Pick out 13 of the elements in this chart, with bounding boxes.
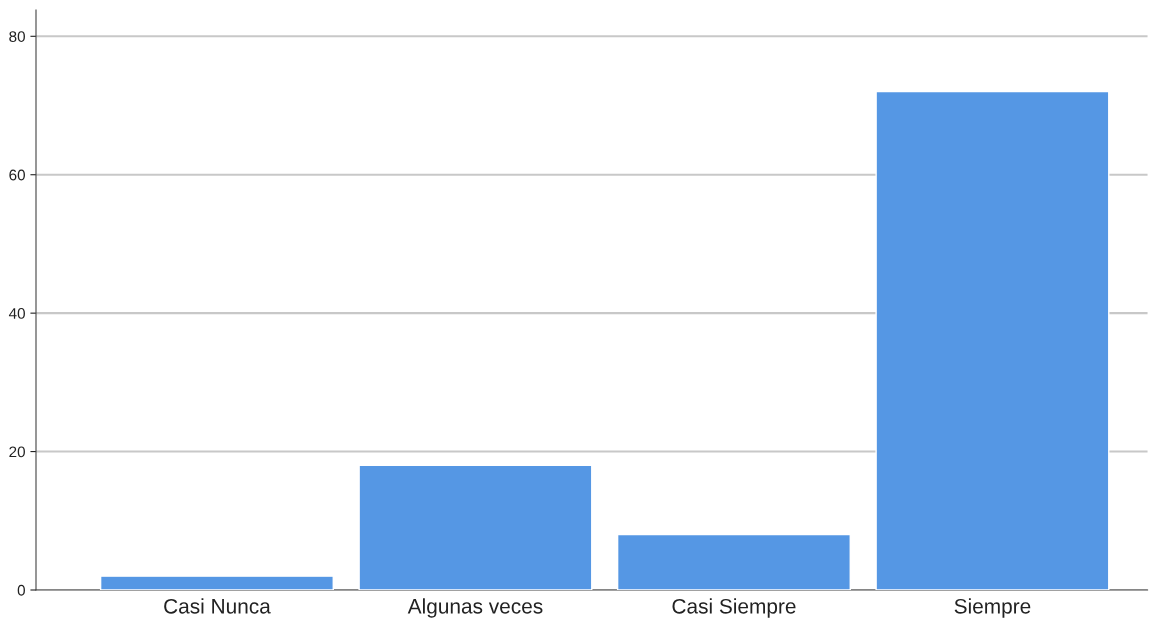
bar: [99, 575, 334, 590]
y-tick-label: 0: [17, 584, 25, 596]
x-tick-label: Casi Nunca: [164, 598, 271, 614]
bar: [875, 90, 1110, 590]
y-tick-label: 60: [9, 169, 25, 181]
bar: [616, 533, 851, 590]
y-tick-label: 80: [9, 31, 25, 42]
x-tick-label: Algunas veces: [407, 598, 543, 618]
y-tick-label: 40: [8, 308, 25, 319]
x-tick-label: Casi Siempre: [672, 598, 796, 618]
x-tick-label: Siempre: [954, 598, 1031, 618]
bar: [358, 464, 593, 590]
y-tick-label: 20: [9, 446, 25, 458]
